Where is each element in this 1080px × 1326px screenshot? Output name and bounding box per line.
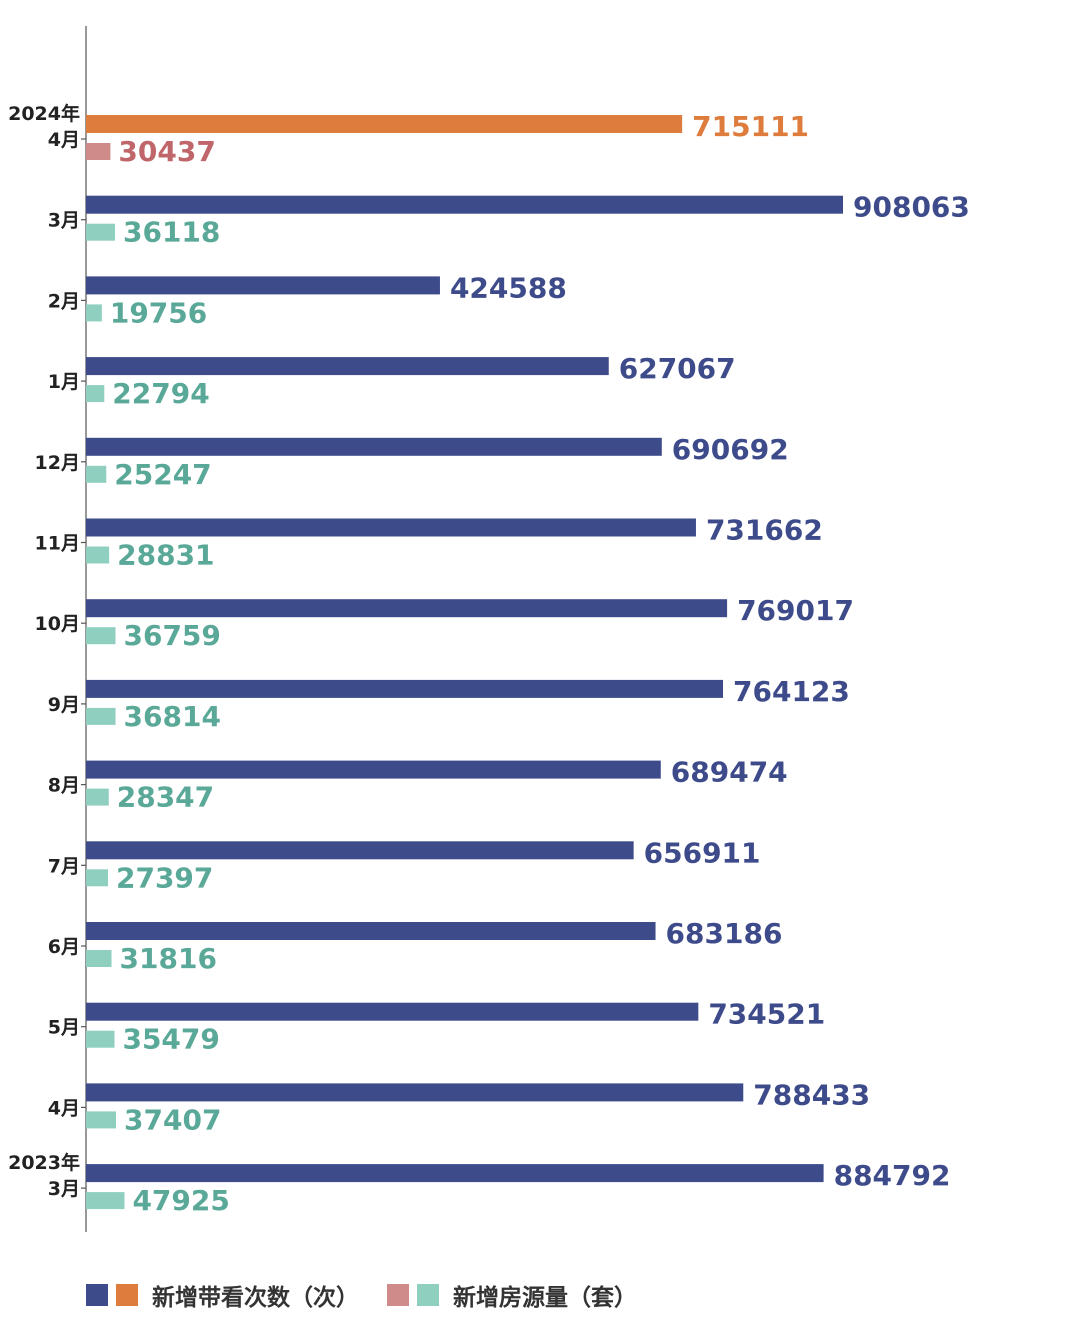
y-tick-label: 11月 — [35, 533, 80, 555]
data-label-visits: 690692 — [672, 433, 789, 466]
y-tick-label: 2024年 — [8, 102, 80, 125]
bar-listings — [86, 223, 115, 241]
bar-visits — [86, 115, 683, 133]
data-label-listings: 25247 — [114, 458, 211, 491]
data-label-listings: 35479 — [122, 1023, 219, 1056]
y-tick-label: 9月 — [48, 694, 80, 716]
legend-swatch-visits-highlight — [116, 1284, 138, 1306]
y-tick-label: 10月 — [35, 613, 80, 635]
bar-listings — [86, 788, 109, 806]
bar-listings — [86, 546, 110, 564]
bar-listings — [86, 465, 107, 483]
legend-label-listings: 新增房源量（套） — [453, 1285, 637, 1311]
bar-listings — [86, 385, 105, 403]
bar-chart: 2024年 4月 715111 30437 3月 908063 36118 2月 424588 1… — [8, 26, 970, 1232]
bar-visits — [86, 195, 843, 214]
data-label-listings: 27397 — [116, 861, 213, 894]
data-label-visits: 788433 — [753, 1078, 870, 1111]
bar-listings — [86, 1111, 117, 1129]
data-label-listings: 19756 — [110, 296, 207, 329]
data-label-visits: 627067 — [619, 352, 736, 385]
bar-visits — [86, 437, 662, 456]
bar-visits — [86, 1083, 744, 1102]
data-label-visits: 683186 — [666, 917, 783, 950]
bar-listings — [86, 707, 116, 725]
y-tick-label: 5月 — [48, 1017, 80, 1039]
bar-listings — [86, 627, 116, 645]
y-tick-label: 7月 — [48, 855, 80, 877]
y-tick-label: 3月 — [48, 1178, 80, 1200]
bar-visits — [86, 1002, 699, 1021]
data-label-visits: 769017 — [737, 594, 854, 627]
y-tick-label: 4月 — [48, 129, 80, 151]
data-label-visits: 424588 — [450, 271, 567, 304]
bar-listings — [86, 1192, 125, 1210]
y-tick-label: 2月 — [48, 290, 80, 312]
data-label-visits: 689474 — [671, 756, 788, 789]
bar-visits — [86, 841, 634, 860]
data-label-listings: 36814 — [124, 700, 221, 733]
data-label-listings: 47925 — [132, 1184, 229, 1217]
bar-visits — [86, 276, 440, 295]
y-tick-label: 1月 — [48, 371, 80, 393]
bar-visits — [86, 1164, 824, 1183]
bar-listings — [86, 869, 108, 887]
data-label-listings: 28347 — [117, 781, 214, 814]
bar-visits — [86, 599, 728, 618]
data-label-listings: 30437 — [118, 135, 215, 168]
bar-listings — [86, 143, 111, 160]
data-label-visits: 884792 — [834, 1159, 951, 1192]
data-label-visits: 908063 — [853, 191, 970, 224]
bar-visits — [86, 679, 724, 698]
bar-visits — [86, 760, 661, 779]
bar-listings — [86, 950, 112, 967]
data-label-visits: 764123 — [733, 675, 850, 708]
y-tick-label: 12月 — [35, 452, 80, 474]
data-label-visits: 734521 — [708, 998, 825, 1031]
legend-swatch-visits — [86, 1284, 108, 1306]
legend-swatch-listings — [417, 1284, 439, 1306]
data-label-visits: 656911 — [644, 836, 761, 869]
data-label-listings: 31816 — [120, 942, 217, 975]
bar-visits — [86, 518, 696, 537]
data-label-visits: 715111 — [692, 110, 809, 143]
bar-listings — [86, 304, 102, 322]
y-tick-label: 2023年 — [8, 1151, 80, 1174]
data-label-listings: 36118 — [123, 216, 220, 249]
y-tick-label: 3月 — [48, 210, 80, 232]
legend-label-visits: 新增带看次数（次） — [152, 1285, 359, 1311]
y-tick-label: 8月 — [48, 775, 80, 797]
data-label-listings: 37407 — [124, 1103, 221, 1136]
bar-visits — [86, 922, 656, 940]
data-label-visits: 731662 — [706, 514, 823, 547]
bar-listings — [86, 1030, 115, 1048]
data-label-listings: 36759 — [123, 619, 220, 652]
y-tick-label: 6月 — [48, 936, 80, 958]
data-label-listings: 28831 — [117, 539, 214, 572]
data-label-listings: 22794 — [112, 377, 209, 410]
bar-visits — [86, 357, 609, 376]
legend: 新增带看次数（次） 新增房源量（套） — [86, 1278, 665, 1312]
y-tick-label: 4月 — [48, 1097, 80, 1119]
legend-swatch-listings-highlight — [387, 1284, 409, 1306]
